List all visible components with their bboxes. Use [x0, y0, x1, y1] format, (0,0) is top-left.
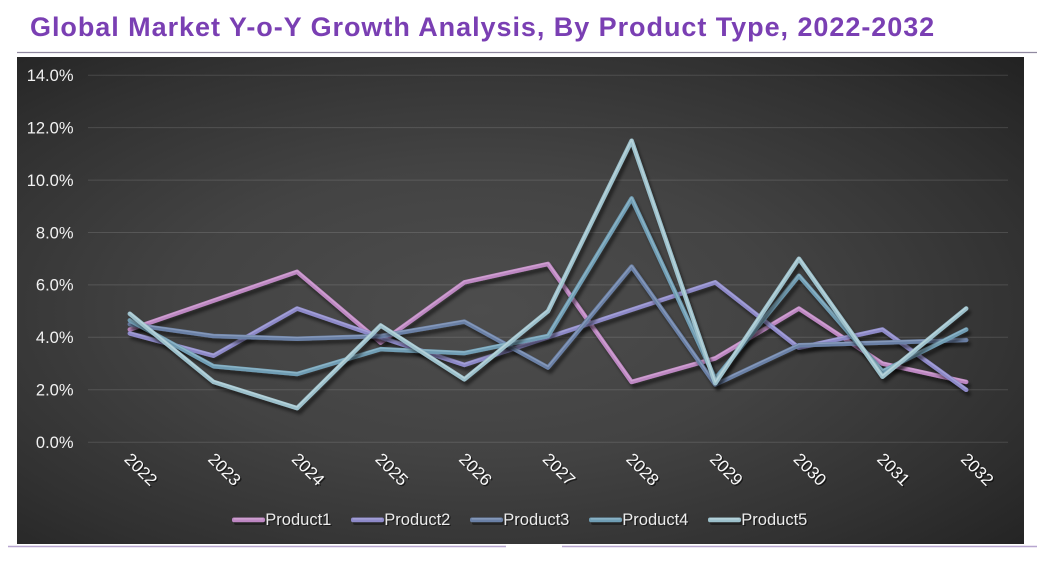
svg-text:Product5: Product5 [741, 511, 807, 529]
svg-text:2.0%: 2.0% [36, 382, 74, 400]
svg-text:Product4: Product4 [624, 512, 690, 530]
svg-text:0.0%: 0.0% [36, 434, 74, 452]
svg-text:Global Market Y-o-Y Growth Ana: Global Market Y-o-Y Growth Analysis, By … [30, 12, 935, 42]
svg-text:Product1: Product1 [265, 511, 331, 529]
svg-text:Product5: Product5 [743, 512, 809, 530]
svg-text:Product1: Product1 [267, 512, 333, 530]
svg-text:4.0%: 4.0% [36, 329, 74, 347]
svg-text:Product4: Product4 [622, 511, 688, 529]
svg-text:6.0%: 6.0% [36, 277, 74, 295]
svg-text:Product2: Product2 [386, 512, 452, 530]
svg-text:10.0%: 10.0% [27, 172, 74, 190]
svg-text:14.0%: 14.0% [27, 67, 74, 85]
svg-text:Product2: Product2 [384, 511, 450, 529]
svg-text:12.0%: 12.0% [27, 119, 74, 137]
svg-text:Product3: Product3 [503, 511, 569, 529]
svg-text:Product3: Product3 [505, 512, 571, 530]
svg-text:8.0%: 8.0% [36, 224, 74, 242]
